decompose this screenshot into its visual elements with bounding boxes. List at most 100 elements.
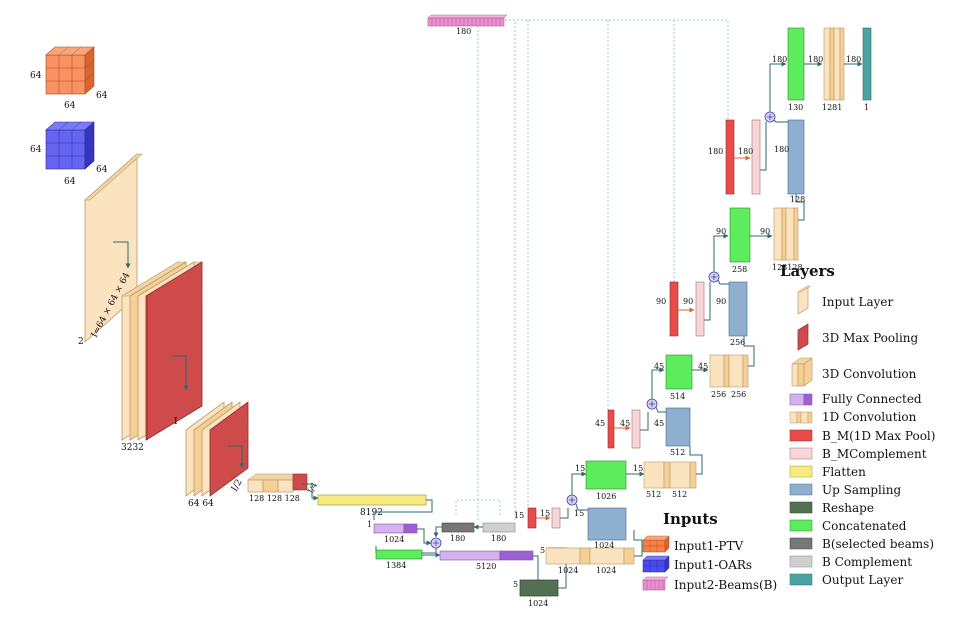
upsampling-stage-2	[665, 407, 691, 447]
input-ptv-cube	[45, 46, 95, 95]
fc3-label: 5120	[476, 562, 496, 571]
c3-b-label: 256	[711, 390, 726, 399]
legend-conv3d-swatch	[791, 357, 813, 387]
c2-c-label: 512	[672, 490, 687, 499]
legend-layers-title: Layers	[780, 262, 835, 280]
b-selected-beams	[441, 522, 475, 533]
cat1-a-label: 15	[575, 464, 585, 473]
bm-complement-stage-4	[751, 119, 761, 195]
m1c-label: 15	[540, 509, 550, 518]
legend-b-selected: B(selected beams)	[822, 537, 934, 551]
input-oars-cube	[45, 121, 95, 170]
conv1d-stage-3	[709, 354, 749, 388]
oars-width-label: 64	[64, 177, 76, 187]
c3-a-label: 45	[698, 362, 708, 371]
input-beams-bar	[427, 14, 508, 27]
u3-a-label: 90	[716, 297, 726, 306]
oars-depth-label: 64	[96, 165, 108, 175]
cat3-b-label: 258	[732, 265, 747, 274]
legend-output-swatch	[789, 573, 813, 586]
block2-size-label: I/2	[230, 478, 245, 494]
legend-conv1d: 1D Convolution	[822, 410, 917, 424]
concatenated-stage-4	[787, 27, 805, 101]
cat4-a-label: 180	[772, 55, 787, 64]
m3c-label: 90	[683, 297, 693, 306]
conv1d-final	[823, 27, 845, 101]
legend-maxpool3d-swatch	[797, 323, 809, 351]
legend-bm-complement-swatch	[789, 447, 813, 460]
m3-label: 90	[656, 297, 666, 306]
legend-concatenated: Concatenated	[822, 519, 907, 533]
out-a-label: 180	[846, 55, 861, 64]
block2-channels-label: 64 64	[188, 499, 214, 509]
maxpool3d-block-2	[209, 401, 249, 497]
legend-b-selected-swatch	[789, 537, 813, 550]
block3-channels-label: 128 128 128	[249, 494, 300, 503]
legend-inputs-title: Inputs	[663, 510, 718, 528]
m2-label: 45	[595, 419, 605, 428]
bm-maxpool-stage-2	[607, 409, 615, 449]
fc1-a-label: 1	[367, 520, 372, 529]
cat1-b-label: 1026	[596, 492, 616, 501]
ptv-height-label: 64	[30, 71, 42, 81]
ptv-width-label: 64	[64, 101, 76, 111]
m1-label: 15	[514, 511, 524, 520]
c1-b-label: 1024	[558, 566, 578, 575]
c5-b-label: 1281	[822, 103, 842, 112]
legend-conv1d-swatch	[789, 411, 813, 424]
conv1d-stage-1	[545, 547, 635, 565]
c1-a-label: 5	[540, 546, 545, 555]
conv1d-stage-2	[643, 461, 697, 489]
bm-maxpool-stage-3	[669, 281, 679, 337]
bcomp-label: 180	[491, 534, 506, 543]
output-layer	[862, 27, 872, 101]
upsampling-stage-1	[587, 507, 627, 541]
legend-beams-swatch	[642, 576, 669, 591]
u3-b-label: 256	[730, 338, 745, 347]
legend-bm-maxpool: B_M(1D Max Pool)	[822, 429, 935, 443]
legend-b-complement: B Complement	[822, 555, 912, 569]
bm-maxpool-stage-1	[527, 507, 537, 529]
bm-maxpool-stage-4	[725, 119, 735, 195]
legend-input-beams: Input2-Beams(B)	[674, 578, 777, 592]
legend-fully-connected: Fully Connected	[822, 392, 922, 406]
legend-output-layer: Output Layer	[822, 573, 903, 587]
beams-top-label: 180	[456, 27, 471, 36]
legend-reshape: Reshape	[822, 501, 874, 515]
legend-bm-maxpool-swatch	[789, 429, 813, 442]
concatenated-stage-3	[729, 207, 751, 263]
fully-connected-1	[373, 523, 418, 534]
cat3-a-label: 90	[716, 227, 726, 236]
c1-c-label: 1024	[596, 566, 616, 575]
m4-label: 180	[708, 147, 723, 156]
flatten-label: 8192	[360, 508, 383, 518]
m2c-label: 45	[620, 419, 630, 428]
oars-height-label: 64	[30, 145, 42, 155]
c5-a-label: 180	[808, 55, 823, 64]
bm-complement-stage-3	[695, 281, 705, 337]
b-complement	[482, 522, 516, 533]
concatenated-stage-1	[585, 460, 627, 490]
legend-conv3d: 3D Convolution	[822, 367, 917, 381]
reshape-a-label: 5	[513, 580, 518, 589]
cat4-b-label: 130	[788, 103, 803, 112]
legend-oars-swatch	[642, 555, 670, 573]
reshape-layer	[519, 579, 559, 597]
out-b-label: 1	[864, 103, 869, 112]
bm-complement-stage-2	[631, 409, 641, 449]
conv1d-stage-4	[773, 207, 799, 261]
legend-fc-swatch	[789, 393, 813, 406]
concatenated-stage-2	[665, 354, 693, 390]
fully-connected-2	[375, 549, 423, 560]
legend-input-layer: Input Layer	[822, 295, 894, 309]
input-channels-label: 2	[78, 337, 84, 347]
u2-b-label: 512	[670, 448, 685, 457]
conv3d-block-3	[247, 473, 308, 493]
legend-bm-complement: B_MComplement	[822, 447, 927, 461]
fc1-b-label: 1024	[384, 535, 404, 544]
fc2-label: 1384	[386, 561, 406, 570]
legend-reshape-swatch	[789, 501, 813, 514]
legend-flatten: Flatten	[822, 465, 866, 479]
flatten-layer	[317, 494, 427, 506]
